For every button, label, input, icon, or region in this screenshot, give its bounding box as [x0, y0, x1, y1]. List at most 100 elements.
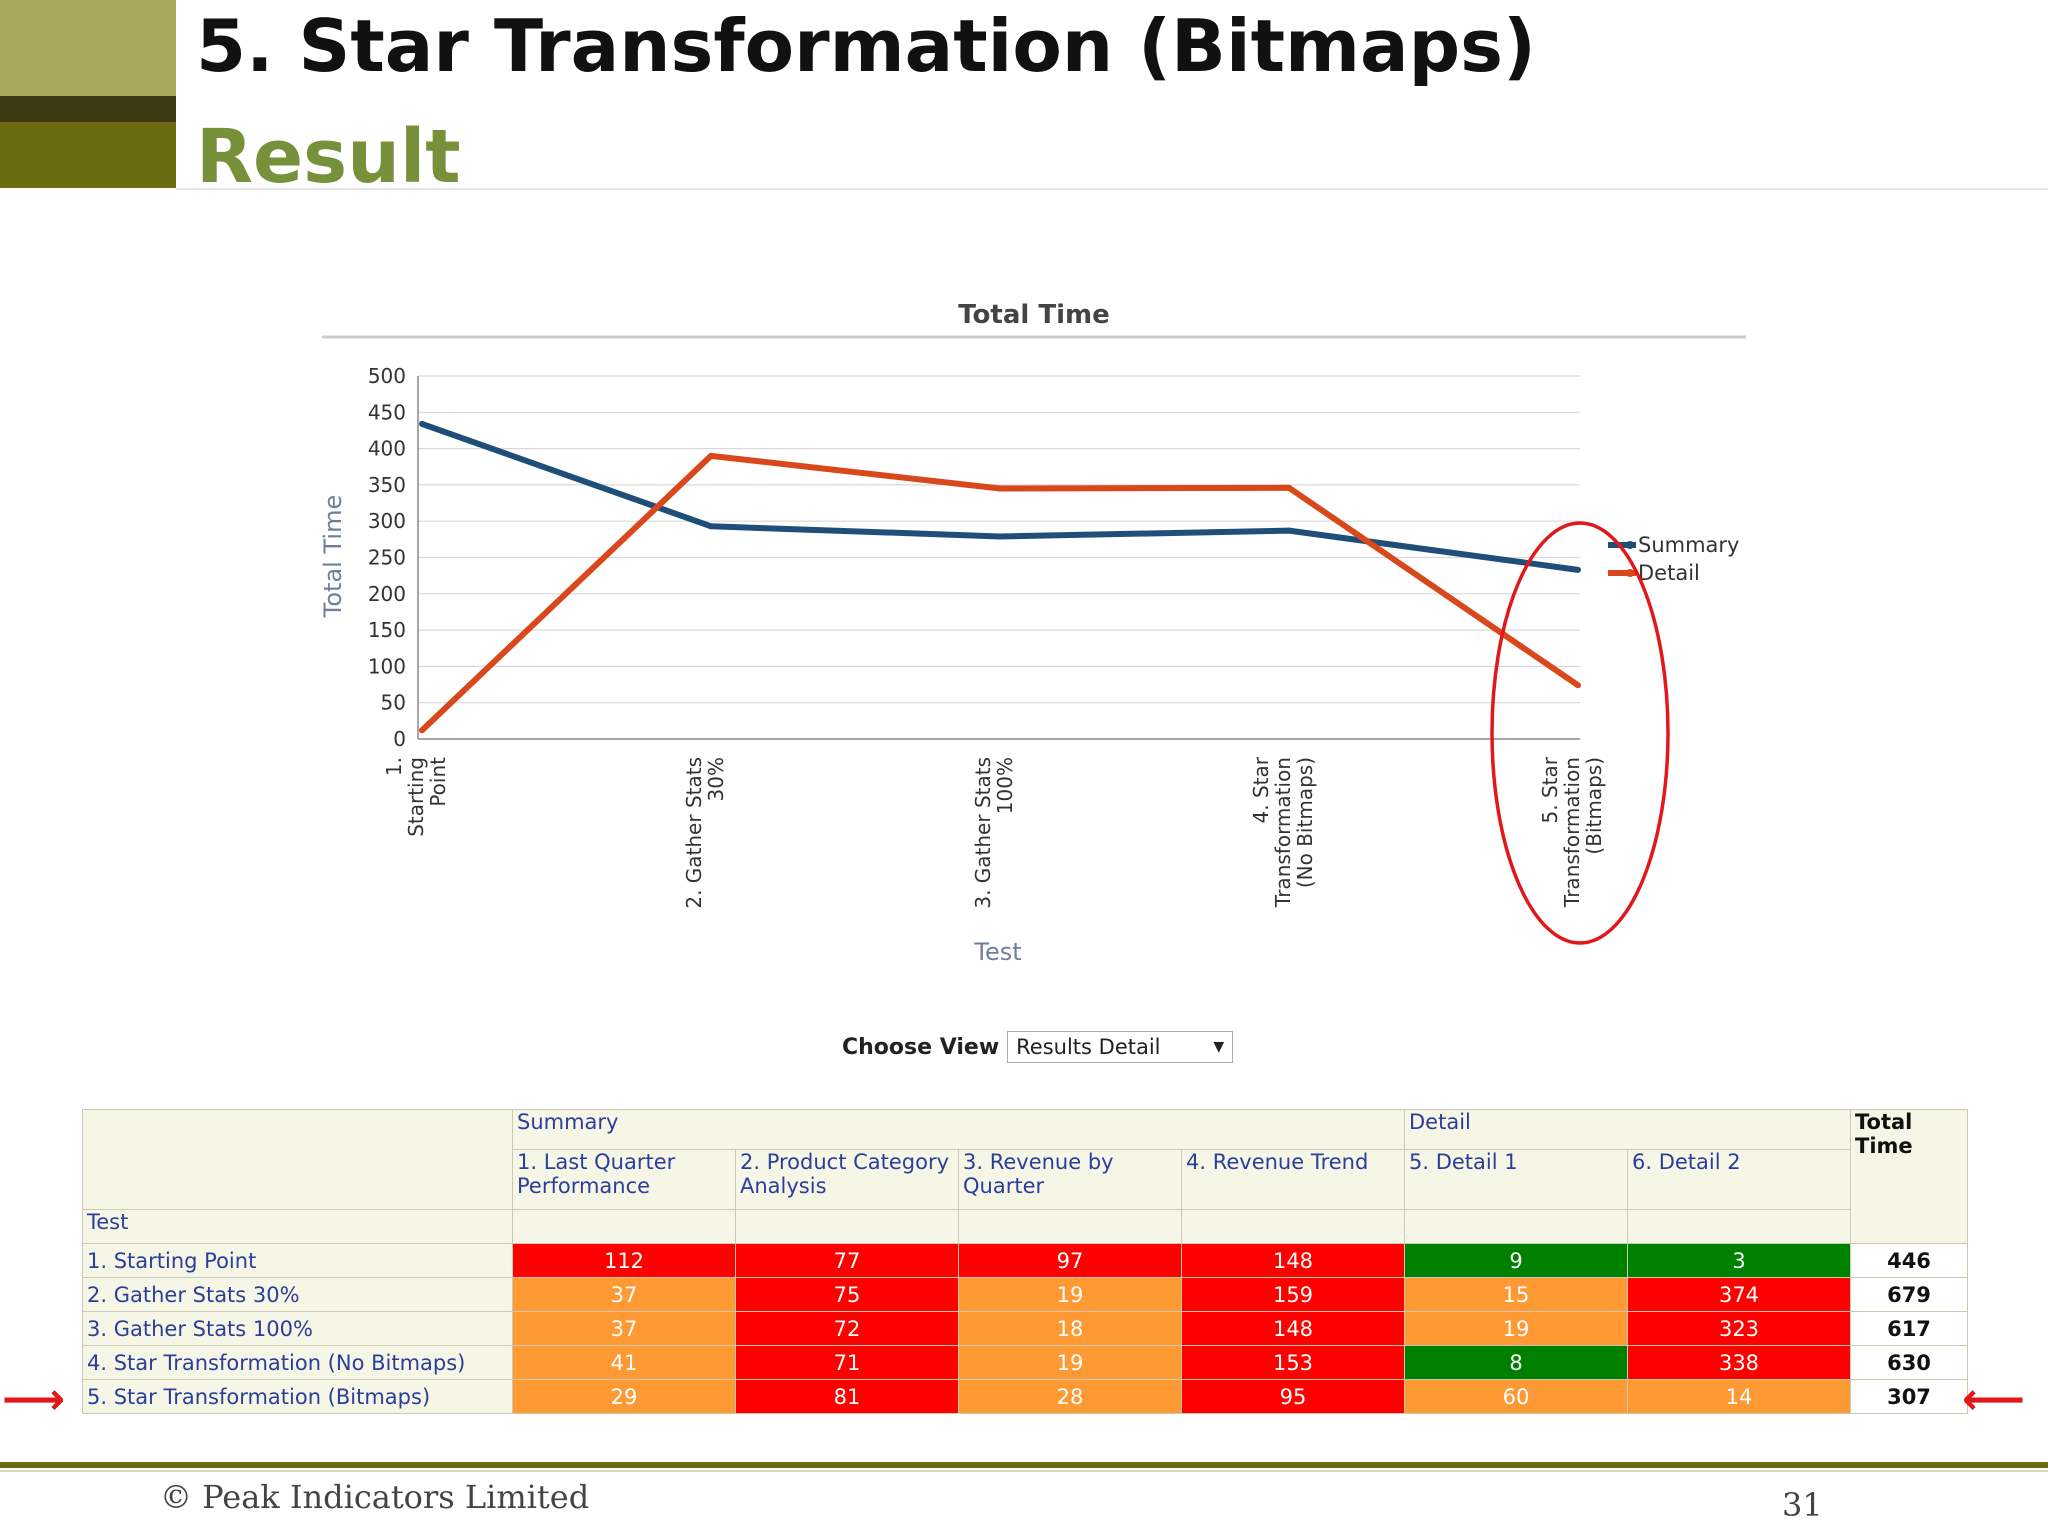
x-tick-line: Transformation	[1560, 757, 1584, 908]
x-tick-line: Point	[426, 757, 450, 807]
x-tick-label: 3. Gather Stats100%	[971, 757, 1017, 909]
slide-title: 5. Star Transformation (Bitmaps)	[196, 4, 1536, 88]
x-tick-line: 5. Star	[1538, 756, 1562, 823]
x-tick-text: 4. StarTransformation(No Bitmaps)	[1249, 756, 1317, 908]
value-cell: 9	[1404, 1243, 1628, 1278]
value-cell: 8	[1404, 1345, 1628, 1380]
legend-label: Detail	[1638, 561, 1700, 585]
group-summary-header: Summary	[512, 1109, 1405, 1150]
column-header: 6. Detail 2	[1627, 1149, 1851, 1210]
chevron-down-icon: ▼	[1213, 1039, 1225, 1055]
y-tick-label: 500	[368, 364, 406, 388]
table-row: 3. Gather Stats 100% 37 72 18 148 19 323 617	[82, 1311, 1968, 1346]
empty-header-cell	[735, 1209, 959, 1244]
x-tick-line: (No Bitmaps)	[1293, 757, 1317, 888]
data-point	[997, 485, 1003, 492]
x-tick-line: 30%	[704, 757, 728, 801]
table-row: 2. Gather Stats 30% 37 75 19 159 15 374 679	[82, 1277, 1968, 1312]
chart-title: Total Time	[958, 300, 1109, 330]
title-rule	[176, 188, 2048, 190]
data-point	[1575, 566, 1581, 573]
value-cell: 77	[735, 1243, 959, 1278]
title-decoration-bottom	[0, 122, 176, 188]
footer-copyright: © Peak Indicators Limited	[160, 1478, 590, 1516]
value-cell: 112	[512, 1243, 736, 1278]
value-cell: 14	[1627, 1379, 1851, 1414]
choose-view-value: Results Detail	[1016, 1035, 1161, 1059]
x-tick-label: 4. StarTransformation(No Bitmaps)	[1249, 756, 1317, 908]
x-tick-line: 3. Gather Stats	[971, 757, 995, 909]
highlight-ellipse	[1490, 521, 1670, 945]
row-label: 5. Star Transformation (Bitmaps)	[82, 1379, 513, 1414]
value-cell: 60	[1404, 1379, 1628, 1414]
y-tick-label: 250	[368, 546, 406, 570]
total-cell: 307	[1850, 1379, 1968, 1414]
value-cell: 37	[512, 1311, 736, 1346]
header-corner	[82, 1109, 513, 1210]
x-tick-line: 100%	[993, 757, 1017, 814]
page-number: 31	[1782, 1486, 1823, 1524]
table-row: 1. Starting Point 112 77 97 148 9 3 446	[82, 1243, 1968, 1278]
value-cell: 81	[735, 1379, 959, 1414]
row-label: 3. Gather Stats 100%	[82, 1311, 513, 1346]
y-tick-label: 400	[368, 437, 406, 461]
y-tick-label: 50	[381, 691, 406, 715]
x-tick-line: 4. Star	[1249, 756, 1273, 823]
choose-view-dropdown[interactable]: Results Detail ▼	[1007, 1031, 1234, 1063]
y-tick-label: 450	[368, 400, 406, 424]
total-cell: 679	[1850, 1277, 1968, 1312]
column-header: 5. Detail 1	[1404, 1149, 1628, 1210]
legend-label: Summary	[1638, 533, 1739, 557]
y-axis-label: Total Time	[319, 495, 347, 618]
total-time-header: Total Time	[1850, 1109, 1968, 1244]
value-cell: 41	[512, 1345, 736, 1380]
value-cell: 338	[1627, 1345, 1851, 1380]
footer-rule	[0, 1462, 2048, 1468]
value-cell: 323	[1627, 1311, 1851, 1346]
title-decoration-middle	[0, 96, 176, 122]
legend-marker	[1626, 541, 1634, 549]
chart-grid	[418, 375, 1580, 704]
data-point	[708, 452, 714, 459]
value-cell: 71	[735, 1345, 959, 1380]
total-cell: 446	[1850, 1243, 1968, 1278]
value-cell: 3	[1627, 1243, 1851, 1278]
value-cell: 28	[958, 1379, 1182, 1414]
series-line-summary	[420, 421, 1579, 573]
total-cell: 617	[1850, 1311, 1968, 1346]
data-point	[1575, 682, 1581, 689]
value-cell: 153	[1181, 1345, 1405, 1380]
data-point	[708, 523, 714, 530]
x-axis-ticks: 1.StartingPoint 2. Gather Stats30% 3. Gath…	[382, 756, 1606, 908]
value-cell: 374	[1627, 1277, 1851, 1312]
data-point	[1286, 484, 1292, 491]
choose-view: Choose View Results Detail ▼	[842, 1031, 1234, 1063]
table-row: 4. Star Transformation (No Bitmaps) 41 71 1…	[82, 1345, 1968, 1380]
value-cell: 15	[1404, 1277, 1628, 1312]
group-detail-header: Detail	[1404, 1109, 1851, 1150]
x-tick-text: 1.StartingPoint	[382, 757, 450, 837]
value-cell: 37	[512, 1277, 736, 1312]
data-point	[997, 533, 1003, 540]
column-header: 4. Revenue Trend	[1181, 1149, 1405, 1210]
data-point	[419, 727, 425, 734]
footer-rule-light	[0, 1470, 2048, 1472]
y-tick-label: 0	[393, 727, 406, 751]
series-line-detail	[419, 452, 1580, 733]
column-header: 1. Last Quarter Performance	[512, 1149, 736, 1210]
slide-subtitle: Result	[196, 114, 461, 200]
x-tick-line: 1.	[382, 757, 406, 776]
chart-series	[419, 420, 1581, 734]
column-header: 3. Revenue by Quarter	[958, 1149, 1182, 1210]
row-header-label: Test	[82, 1209, 513, 1244]
value-cell: 18	[958, 1311, 1182, 1346]
row-pointer-right-arrow-icon: ⟵	[1962, 1374, 2026, 1425]
value-cell: 95	[1181, 1379, 1405, 1414]
row-label: 4. Star Transformation (No Bitmaps)	[82, 1345, 513, 1380]
results-table: Summary Detail Total Time 1. Last Quarte…	[82, 1109, 1968, 1414]
empty-header-cell	[1181, 1209, 1405, 1244]
value-cell: 148	[1181, 1243, 1405, 1278]
chart-legend: Summary Detail	[1608, 533, 1739, 585]
y-tick-label: 200	[368, 582, 406, 606]
x-tick-line: Transformation	[1271, 757, 1295, 908]
